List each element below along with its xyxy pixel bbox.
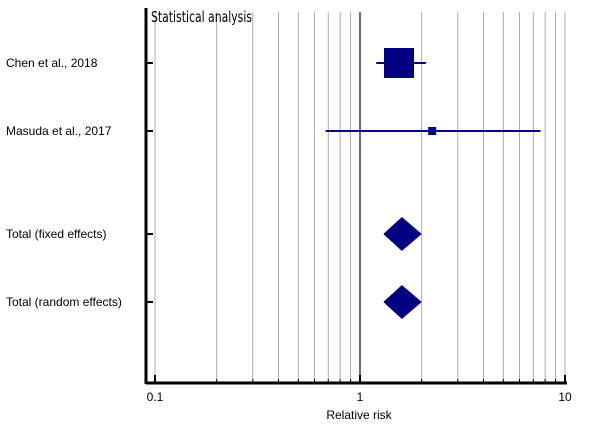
x-ticks: 0.1 1 10	[147, 375, 572, 404]
x-tick-label: 0.1	[147, 390, 164, 404]
study-labels: Chen et al., 2018 Masuda et al., 2017 Tota…	[6, 56, 122, 309]
study-marks	[325, 48, 541, 319]
pooled-diamond	[383, 285, 422, 319]
study-label: Chen et al., 2018	[6, 56, 98, 70]
plot-title: Statistical analysis	[151, 8, 252, 26]
study-label: Total (fixed effects)	[6, 227, 107, 241]
effect-square	[428, 127, 437, 135]
axes	[144, 8, 567, 385]
x-axis-title: Relative risk	[326, 408, 392, 422]
study-label: Total (random effects)	[6, 295, 122, 309]
x-tick-label: 1	[357, 390, 364, 404]
grid-lines	[154, 12, 566, 383]
pooled-diamond	[383, 217, 422, 251]
effect-square	[384, 48, 415, 78]
study-label: Masuda et al., 2017	[6, 124, 112, 138]
x-tick-label: 10	[558, 390, 572, 404]
